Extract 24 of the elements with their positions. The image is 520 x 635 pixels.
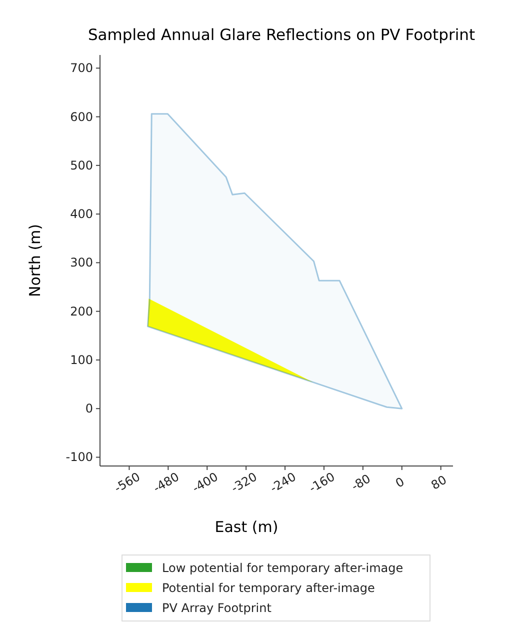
legend-label: Low potential for temporary after-image <box>162 561 404 575</box>
y-tick-label: 600 <box>70 110 93 124</box>
y-axis-title: North (m) <box>26 224 44 298</box>
y-tick-label: 100 <box>70 352 93 367</box>
y-tick-label: 400 <box>70 207 93 222</box>
x-tick-label: -160 <box>306 470 338 496</box>
legend-label: Potential for temporary after-image <box>162 581 375 595</box>
y-tick-label: 200 <box>70 304 93 318</box>
x-tick-label: -80 <box>348 472 373 494</box>
y-tick-label: 300 <box>70 256 93 270</box>
x-tick-label: 80 <box>428 472 449 492</box>
x-tick-label: -400 <box>190 470 220 496</box>
y-tick-label: 0 <box>85 402 93 416</box>
x-tick-label: -320 <box>228 470 260 496</box>
x-axis-title: East (m) <box>214 518 278 536</box>
x-tick-label: -480 <box>150 470 182 496</box>
y-tick-label: 700 <box>70 61 93 76</box>
x-tick-label: 0 <box>393 474 407 491</box>
legend-label: PV Array Footprint <box>162 601 272 615</box>
chart-title: Sampled Annual Glare Reflections on PV Footprint <box>88 26 476 44</box>
y-tick-label: 500 <box>70 158 93 172</box>
x-tick-label: -560 <box>112 470 143 496</box>
x-tick-label: -240 <box>268 470 298 496</box>
y-tick-label: -100 <box>66 450 93 464</box>
